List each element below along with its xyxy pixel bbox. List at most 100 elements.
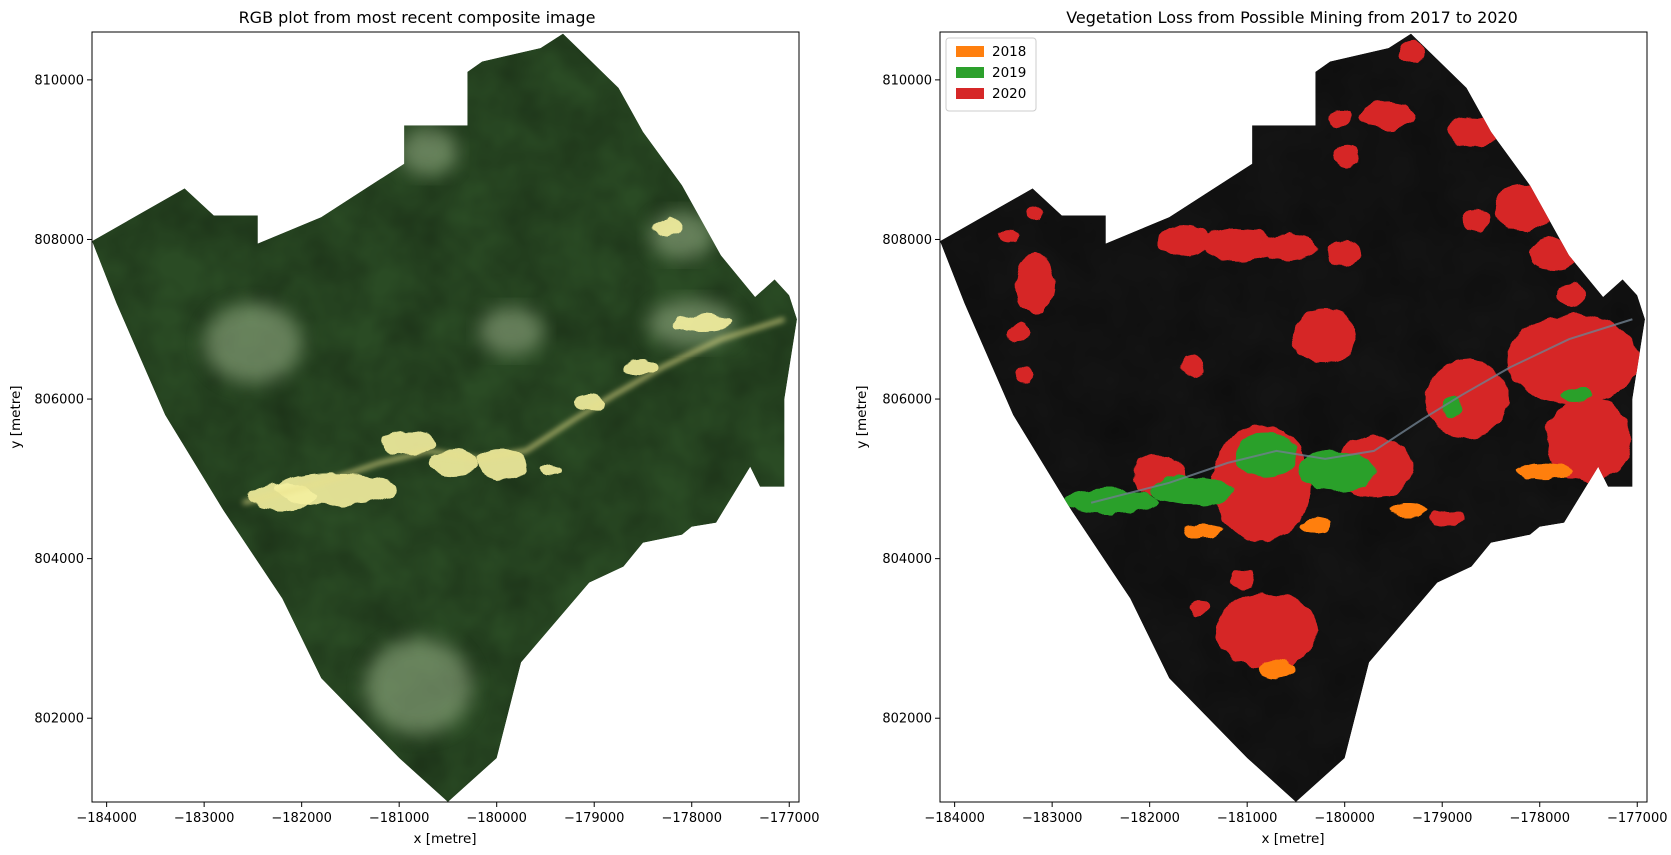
legend-label: 2019 bbox=[992, 65, 1026, 81]
legend-item-2019: 2019 bbox=[956, 65, 1026, 81]
y-tick-label: 810000 bbox=[882, 73, 932, 88]
loss-region-2020 bbox=[1400, 40, 1426, 64]
x-tick-label: −180000 bbox=[466, 811, 527, 826]
loss-region-2020 bbox=[1360, 101, 1415, 131]
loss-region-2020 bbox=[1015, 253, 1055, 314]
haze-patch bbox=[365, 638, 473, 735]
loss-region-2018 bbox=[1517, 462, 1572, 480]
bare-ground-patch bbox=[248, 483, 317, 510]
loss-region-2020 bbox=[1293, 310, 1358, 364]
loss-region-2020 bbox=[1326, 240, 1360, 268]
loss-region-2020 bbox=[1425, 359, 1508, 439]
bare-ground-patch bbox=[672, 314, 731, 333]
x-axis-label-loss: x [metre] bbox=[1261, 831, 1324, 847]
loss-region-2020 bbox=[1448, 116, 1499, 147]
x-tick-label: −182000 bbox=[271, 811, 332, 826]
y-axis-ticks-rgb: 802000 804000 806000 808000 810000 bbox=[34, 73, 92, 727]
loss-region-2020 bbox=[1016, 364, 1034, 384]
loss-region-2020 bbox=[1328, 109, 1352, 127]
rgb-map-image bbox=[92, 33, 797, 803]
y-tick-label: 808000 bbox=[882, 233, 932, 248]
legend-swatch bbox=[956, 46, 984, 57]
loss-region-2020 bbox=[1188, 600, 1209, 617]
x-axis-ticks-rgb: −184000 −183000 −182000 −181000 −180000 −1790… bbox=[76, 802, 820, 826]
loss-region-2020 bbox=[1215, 592, 1318, 669]
loss-region-2019 bbox=[1560, 388, 1592, 402]
loss-region-2019 bbox=[1297, 450, 1376, 492]
loss-region-2020 bbox=[998, 229, 1019, 242]
bare-ground-patch bbox=[652, 217, 682, 238]
x-tick-label: −177000 bbox=[1607, 811, 1668, 826]
haze-patch bbox=[479, 307, 544, 356]
legend-label: 2020 bbox=[992, 86, 1026, 102]
y-tick-label: 802000 bbox=[882, 712, 932, 727]
x-tick-label: −178000 bbox=[661, 811, 722, 826]
loss-region-2018 bbox=[1299, 517, 1332, 534]
x-tick-label: −181000 bbox=[1217, 811, 1278, 826]
loss-region-2018 bbox=[1183, 524, 1223, 538]
loss-region-2020 bbox=[1255, 75, 1301, 117]
loss-region-2020 bbox=[1429, 509, 1465, 528]
loss-region-2020 bbox=[1200, 228, 1275, 262]
y-tick-label: 806000 bbox=[34, 393, 84, 408]
x-axis-label-rgb: x [metre] bbox=[413, 831, 476, 847]
loss-region-2020 bbox=[1180, 356, 1205, 376]
y-axis-label-loss: y [metre] bbox=[854, 385, 870, 448]
bare-ground-patch bbox=[381, 430, 437, 455]
bare-ground-patch bbox=[538, 464, 563, 478]
loss-region-2020 bbox=[1461, 209, 1491, 234]
loss-region-2020 bbox=[1157, 225, 1211, 258]
loss-region-2020 bbox=[1546, 395, 1631, 483]
loss-region-2019 bbox=[1443, 395, 1461, 419]
loss-region-2020 bbox=[1556, 284, 1586, 307]
panel-rgb-composite: RGB plot from most recent composite imag… bbox=[8, 8, 820, 847]
y-tick-label: 804000 bbox=[882, 552, 932, 567]
loss-region-2019 bbox=[1061, 489, 1160, 514]
loss-region-2020 bbox=[1506, 314, 1640, 404]
rgb-image-clip bbox=[92, 33, 797, 803]
y-tick-label: 810000 bbox=[34, 73, 84, 88]
haze-patch bbox=[399, 127, 458, 176]
loss-region-2020 bbox=[1529, 237, 1580, 271]
x-tick-label: −179000 bbox=[1412, 811, 1473, 826]
panel-vegetation-loss: Vegetation Loss from Possible Mining fro… bbox=[854, 8, 1668, 847]
loss-region-2019 bbox=[1235, 432, 1298, 478]
x-tick-label: −183000 bbox=[1022, 811, 1083, 826]
x-tick-label: −180000 bbox=[1314, 811, 1375, 826]
loss-region-2018 bbox=[1388, 504, 1428, 518]
x-tick-label: −184000 bbox=[76, 811, 137, 826]
loss-region-2020 bbox=[1006, 322, 1030, 342]
plot-frame-rgb bbox=[91, 31, 800, 803]
x-tick-label: −178000 bbox=[1509, 811, 1570, 826]
y-tick-label: 806000 bbox=[882, 393, 932, 408]
loss-image-clip bbox=[940, 33, 1645, 803]
loss-region-2020 bbox=[1229, 569, 1255, 589]
loss-region-2020 bbox=[1493, 184, 1557, 231]
x-axis-ticks-loss: −184000 −183000 −182000 −181000 −180000 −1790… bbox=[924, 802, 1668, 826]
loss-region-2020 bbox=[1332, 143, 1361, 168]
y-tick-label: 808000 bbox=[34, 233, 84, 248]
legend-item-2018: 2018 bbox=[956, 44, 1026, 60]
loss-region-2018 bbox=[1258, 659, 1294, 679]
panel-title-rgb: RGB plot from most recent composite imag… bbox=[239, 8, 596, 27]
loss-region-2020 bbox=[1485, 600, 1507, 617]
loss-map-image bbox=[940, 33, 1645, 803]
loss-region-2019 bbox=[1152, 476, 1235, 506]
legend-swatch bbox=[956, 67, 984, 78]
y-tick-label: 804000 bbox=[34, 552, 84, 567]
x-tick-label: −183000 bbox=[174, 811, 235, 826]
x-tick-label: −177000 bbox=[759, 811, 820, 826]
legend-swatch bbox=[956, 88, 984, 99]
y-tick-label: 802000 bbox=[34, 712, 84, 727]
x-tick-label: −184000 bbox=[924, 811, 985, 826]
x-tick-label: −182000 bbox=[1119, 811, 1180, 826]
x-tick-label: −179000 bbox=[564, 811, 625, 826]
river-trace-loss bbox=[1090, 318, 1633, 504]
y-axis-ticks-loss: 802000 804000 806000 808000 810000 bbox=[882, 73, 940, 727]
plot-frame-loss bbox=[939, 31, 1648, 803]
bare-ground-patch bbox=[625, 359, 661, 375]
legend: 2018 2019 2020 bbox=[945, 37, 1037, 112]
haze-patch bbox=[204, 303, 302, 384]
bare-ground-patch bbox=[574, 393, 604, 413]
